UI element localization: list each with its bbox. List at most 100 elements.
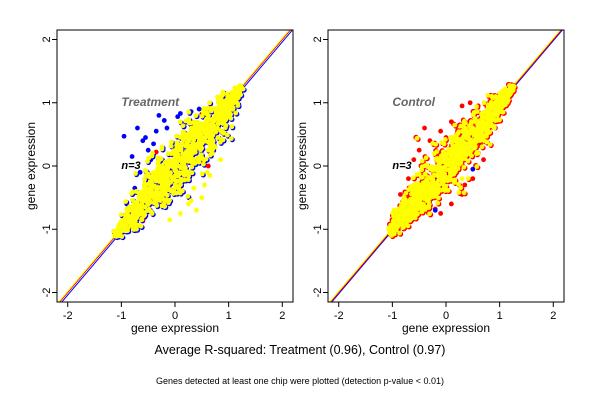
cloud-point	[185, 153, 190, 159]
cloud-point	[450, 143, 456, 149]
cloud-point	[402, 199, 408, 205]
cloud-point	[415, 201, 421, 206]
x-tick-label: 2	[279, 310, 285, 322]
x-tick-label: -2	[334, 310, 344, 322]
cloud-point	[228, 99, 234, 105]
cloud-point	[505, 91, 511, 97]
x-tick-label: 2	[550, 310, 556, 322]
cloud-point	[225, 93, 231, 99]
x-axis-label: gene expression	[131, 321, 219, 335]
cloud-point	[459, 139, 465, 144]
cloud-point	[174, 190, 179, 196]
cloud-point	[169, 139, 174, 145]
cloud-point	[180, 151, 186, 157]
cloud-point	[406, 215, 412, 220]
cloud-point	[233, 110, 239, 116]
cloud-point	[396, 206, 402, 212]
cloud-point	[501, 97, 507, 103]
cloud-point	[195, 155, 201, 161]
y-tick-label: 2	[41, 36, 53, 42]
cloud-point	[472, 140, 478, 146]
cloud-point	[172, 155, 177, 161]
cloud-point	[199, 171, 205, 177]
cloud-point	[397, 216, 403, 222]
red-point	[398, 192, 403, 197]
cloud-point	[465, 176, 471, 181]
cloud-point	[400, 225, 406, 231]
cloud-point	[455, 131, 461, 137]
cloud-point	[130, 213, 136, 219]
cloud-point	[443, 162, 449, 168]
cloud-point	[180, 130, 186, 136]
cloud-point	[229, 124, 235, 130]
blue-point	[143, 135, 148, 140]
cloud-point	[189, 170, 195, 176]
cloud-point	[204, 110, 210, 116]
cloud-point	[173, 163, 179, 168]
yellow-point	[199, 195, 205, 201]
footnote: Genes detected at least one chip were pl…	[156, 376, 444, 386]
cloud-point	[186, 109, 192, 115]
cloud-point	[432, 182, 437, 188]
cloud-point	[452, 178, 458, 183]
cloud-point	[210, 116, 215, 122]
red-point	[153, 149, 159, 155]
cloud-point	[147, 193, 152, 199]
cloud-point	[464, 141, 470, 147]
cloud-point	[489, 117, 495, 123]
cloud-point	[426, 182, 431, 188]
cloud-point	[424, 177, 430, 183]
r-squared-caption: Average R-squared: Treatment (0.96), Con…	[154, 343, 446, 357]
cloud-point	[501, 102, 507, 108]
cloud-point	[452, 122, 458, 128]
cloud-point	[175, 178, 180, 184]
cloud-point	[412, 195, 417, 201]
cloud-point	[427, 211, 432, 217]
cloud-point	[169, 187, 174, 193]
cloud-point	[137, 195, 143, 201]
cloud-point	[125, 228, 130, 234]
cloud-point	[219, 137, 224, 142]
cloud-point	[123, 199, 129, 204]
cloud-point	[201, 161, 206, 167]
cloud-point	[185, 193, 191, 199]
cloud-point	[141, 195, 147, 201]
cloud-point	[419, 174, 425, 180]
cloud-point	[419, 187, 424, 193]
cloud-point	[410, 212, 415, 218]
y-axis-label: gene expression	[295, 122, 309, 210]
cloud-point	[395, 224, 401, 229]
cloud-point	[231, 95, 237, 101]
cloud-point	[475, 127, 481, 133]
cloud-point	[486, 105, 492, 111]
cloud-point	[205, 106, 211, 111]
cloud-point	[116, 231, 122, 237]
cloud-point	[185, 134, 191, 140]
y-tick-label: -1	[312, 224, 324, 234]
cloud-point	[134, 213, 140, 219]
yellow-point	[491, 125, 497, 131]
cloud-point	[186, 116, 192, 122]
cloud-point	[481, 100, 487, 106]
cloud-point	[426, 201, 432, 207]
cloud-point	[118, 212, 124, 218]
cloud-point	[465, 158, 471, 164]
cloud-point	[414, 172, 420, 177]
red-point	[411, 157, 417, 163]
cloud-point	[225, 106, 231, 112]
yellow-point	[191, 185, 197, 191]
cloud-point	[142, 185, 148, 191]
cloud-point	[237, 83, 243, 89]
cloud-point	[419, 158, 425, 164]
blue-point	[161, 118, 167, 123]
y-tick-label: 0	[41, 163, 53, 169]
yellow-point	[459, 176, 465, 182]
panel-annotation: Treatment	[121, 95, 180, 109]
cloud-point	[461, 120, 467, 126]
cloud-point	[177, 119, 183, 125]
cloud-point	[166, 157, 172, 163]
cloud-point	[177, 142, 183, 148]
cloud-point	[228, 136, 234, 142]
cloud-point	[198, 152, 204, 158]
